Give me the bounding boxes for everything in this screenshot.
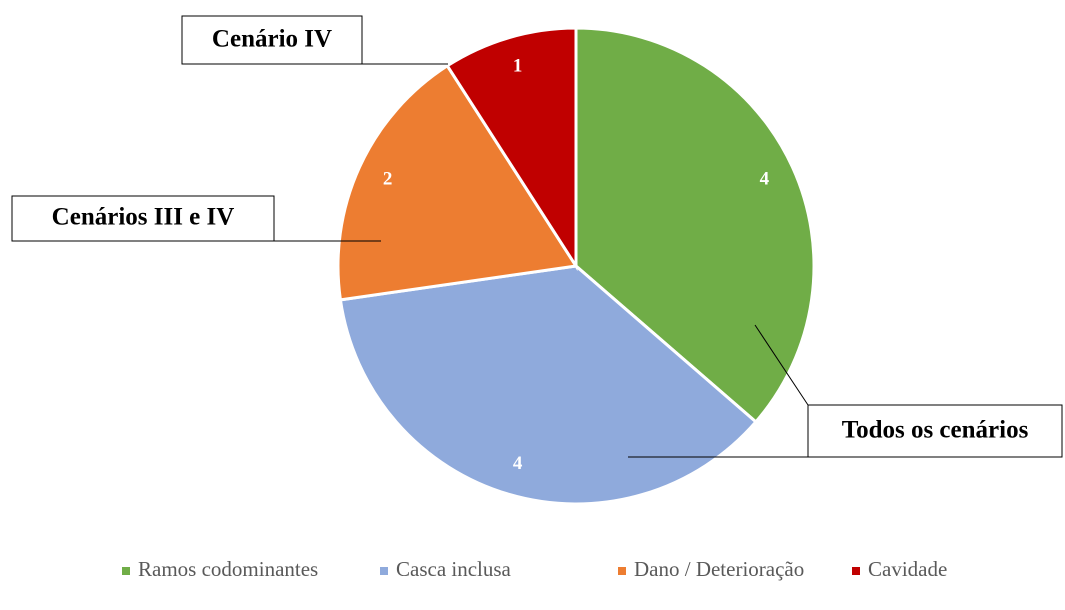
annotation-box (11, 195, 275, 242)
data-label: 2 (383, 168, 393, 189)
legend-swatch (380, 567, 388, 575)
pie-slice (445, 26, 578, 272)
data-label: 4 (760, 168, 770, 189)
pie-slice (336, 63, 579, 302)
annotation: Cenário IV (212, 26, 332, 53)
data-label: 4 (513, 453, 523, 474)
legend-label: Dano / Deterioração (634, 557, 804, 581)
annotation-box (181, 15, 363, 65)
legend-swatch (122, 567, 130, 575)
legend-swatch (852, 567, 860, 575)
annotations: Cenário IV Cenários III e IV Todos os ce… (11, 15, 1063, 458)
pie-slice (574, 26, 816, 424)
legend-swatch (618, 567, 626, 575)
pie-slice (338, 264, 758, 506)
data-label: 1 (513, 56, 523, 77)
legend-label: Cavidade (868, 557, 947, 581)
annotation-box (807, 404, 1063, 458)
annotation: Cenários III e IV (52, 204, 235, 231)
legend: Ramos codominantes Casca inclusa Dano / De… (122, 557, 947, 581)
leader-line (754, 324, 809, 406)
data-labels: 4 4 2 1 (383, 56, 770, 474)
legend-label: Ramos codominantes (138, 557, 318, 581)
pie (336, 26, 816, 506)
legend-label: Casca inclusa (396, 557, 512, 581)
annotation: Todos os cenários (842, 417, 1029, 444)
